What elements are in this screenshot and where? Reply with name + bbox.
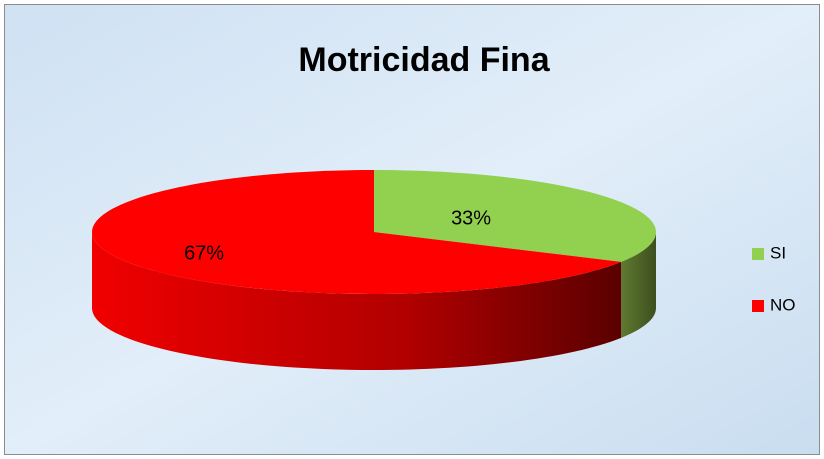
chart-title: Motricidad Fina [298,41,550,79]
legend-label: NO [770,295,796,314]
legend-label: SI [770,243,786,262]
pie-slice-side [621,232,656,338]
pie-slice-side [92,232,622,370]
data-label: 67% [184,242,224,264]
pie-slice [92,170,622,294]
data-label: 33% [451,208,491,230]
pie-slice [374,170,656,262]
legend-swatch [752,248,764,260]
legend-swatch [752,300,764,312]
